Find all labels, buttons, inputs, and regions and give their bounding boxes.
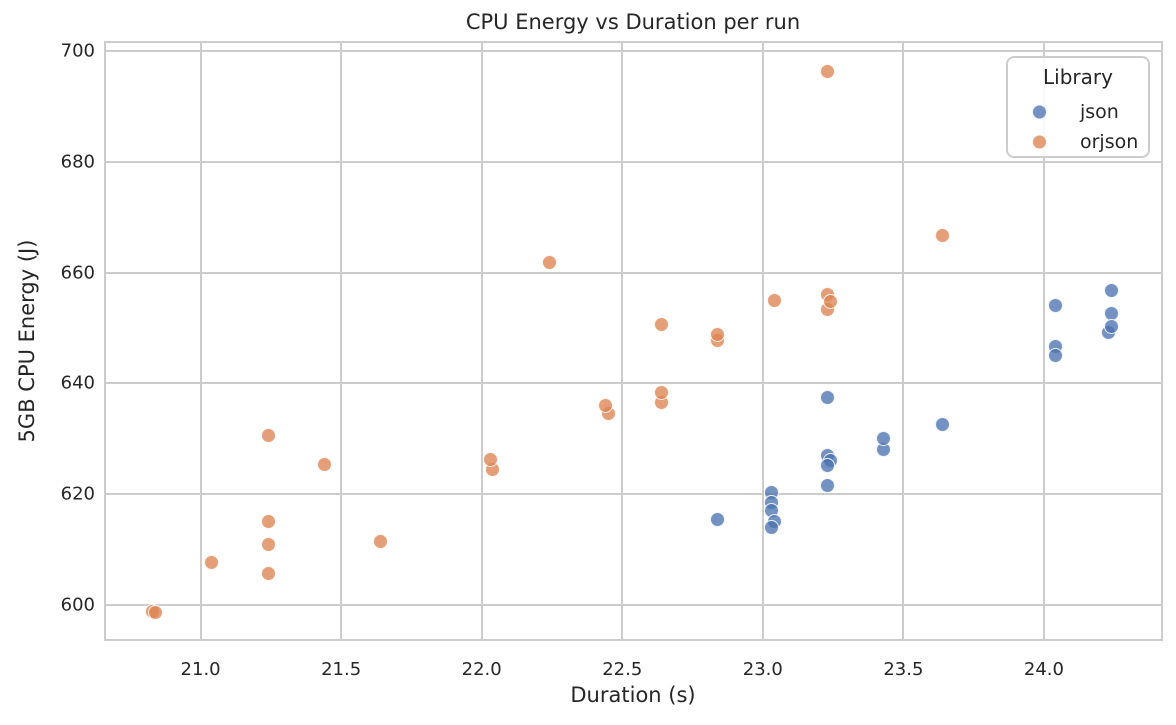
x-tick-label: 21.0 [180,659,221,680]
plot-area [104,41,1163,641]
y-tick-label: 700 [60,40,95,62]
data-point-orjson [260,514,276,530]
legend-swatch-json-icon [1032,104,1047,120]
data-point-json [1047,297,1063,313]
gridline-x [621,42,624,640]
data-point-orjson [260,428,276,444]
gridline-x [902,42,905,640]
data-point-json [876,430,892,446]
gridline-x [1042,42,1045,640]
y-tick-label: 600 [60,594,95,616]
legend-title: Library [1043,65,1113,89]
x-tick-label: 23.0 [742,659,783,680]
data-point-orjson [822,293,838,309]
gridline-x [199,42,202,640]
y-tick-label: 680 [60,151,95,173]
data-point-json [1103,283,1119,299]
data-point-json [1047,348,1063,364]
gridline-y [105,161,1162,164]
data-point-orjson [204,555,220,571]
gridline-y [105,382,1162,385]
x-tick-label: 24.0 [1023,659,1064,680]
gridline-y [105,271,1162,274]
data-point-orjson [710,326,726,342]
x-tick-label: 22.0 [461,659,502,680]
legend-item-json: json [1008,97,1148,127]
data-point-orjson [935,228,951,244]
gridline-y [105,603,1162,606]
data-point-orjson [766,292,782,308]
data-point-json [819,478,835,494]
gridline-y [105,50,1162,53]
data-point-json [935,417,951,433]
legend-item-orjson: orjson [1008,127,1148,157]
data-point-orjson [372,534,388,550]
x-tick-label: 22.5 [602,659,643,680]
x-tick-label: 23.5 [883,659,924,680]
gridline-y [105,492,1162,495]
gridline-x [761,42,764,640]
data-point-json [763,519,779,535]
y-tick-label: 640 [60,372,95,394]
y-tick-label: 660 [60,262,95,284]
chart-title: CPU Energy vs Duration per run [465,10,801,34]
legend-swatch-orjson-icon [1032,134,1047,150]
gridline-x [340,42,343,640]
data-point-orjson [260,537,276,553]
legend-label-json: json [1080,101,1119,123]
data-point-orjson [597,397,613,413]
data-point-orjson [316,457,332,473]
legend-label-orjson: orjson [1080,131,1139,153]
x-axis-label: Duration (s) [570,683,696,707]
data-point-orjson [654,317,670,333]
data-point-json [710,511,726,527]
gridline-x [480,42,483,640]
data-point-orjson [482,452,498,468]
data-point-orjson [541,255,557,271]
x-tick-label: 21.5 [321,659,362,680]
y-tick-label: 620 [60,483,95,505]
data-point-orjson [260,565,276,581]
data-point-orjson [654,385,670,401]
data-point-orjson [148,605,164,621]
legend: Library json orjson [1006,56,1150,158]
data-point-orjson [819,63,835,79]
data-point-json [1103,318,1119,334]
data-point-json [819,457,835,473]
data-point-json [819,390,835,406]
